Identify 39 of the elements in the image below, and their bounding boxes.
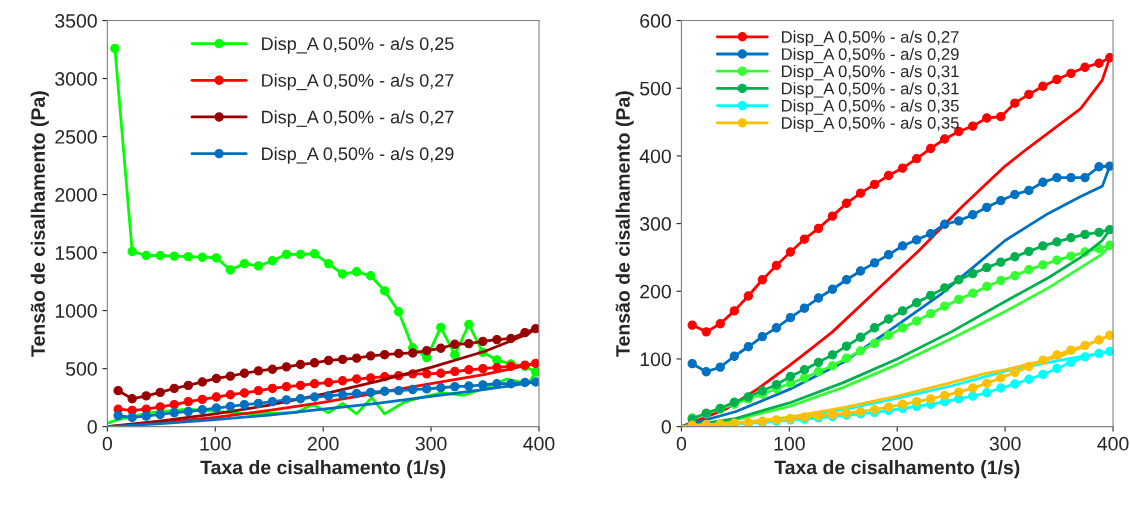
y-axis-title: Tensão de cisalhamento (Pa)	[30, 91, 49, 357]
x-axis-title: Taxa de cisalhamento (1/s)	[774, 460, 1020, 479]
legend-label: Disp_A 0,50% - a/s 0,35	[782, 99, 959, 115]
y-tick-label: 1000	[55, 304, 97, 318]
y-axis-title: Tensão de cisalhamento (Pa)	[615, 91, 634, 357]
y-tick-label: 100	[640, 352, 671, 367]
legend-label: Disp_A 0,50% - a/s 0,35	[782, 116, 959, 133]
y-tick-label: 3000	[55, 72, 97, 86]
y-tick-label: 2000	[55, 188, 97, 202]
y-tick-label: 500	[65, 362, 97, 376]
legend-label: Disp_A 0,50% - a/s 0,27	[262, 110, 454, 128]
y-tick-label: 3500	[55, 14, 97, 28]
legend-label: Disp_A 0,50% - a/s 0,31	[782, 82, 959, 98]
y-tick-label: 600	[640, 14, 671, 28]
y-tick-label: 0	[87, 420, 97, 434]
y-tick-label: 1500	[55, 246, 97, 260]
x-tick-label: 400	[523, 436, 555, 451]
legend-label: Disp_A 0,50% - a/s 0,31	[782, 64, 959, 81]
y-tick-label: 400	[639, 149, 671, 164]
x-tick-label: 200	[881, 436, 913, 451]
x-tick-label: 200	[307, 436, 339, 451]
y-tick-label: 300	[640, 217, 671, 231]
x-tick-label: 300	[415, 436, 447, 451]
x-tick-label: 400	[1097, 436, 1129, 451]
y-tick-label: 200	[640, 284, 671, 299]
legend-label: Disp_A 0,50% - a/s 0,25	[262, 36, 454, 54]
x-tick-label: 100	[200, 436, 231, 451]
y-tick-label: 500	[640, 81, 671, 96]
legend-label: Disp_A 0,50% - a/s 0,27	[782, 30, 959, 47]
y-tick-label: 2500	[55, 130, 97, 144]
x-tick-label: 300	[989, 436, 1021, 451]
legend-label: Disp_A 0,50% - a/s 0,29	[782, 47, 959, 64]
x-tick-label: 0	[676, 436, 687, 451]
legend-label: Disp_A 0,50% - a/s 0,29	[262, 146, 454, 164]
legend-label: Disp_A 0,50% - a/s 0,27	[262, 73, 454, 91]
y-tick-label: 0	[661, 420, 671, 434]
x-axis-title: Taxa de cisalhamento (1/s)	[200, 460, 446, 479]
x-tick-label: 100	[774, 436, 805, 451]
x-tick-label: 0	[102, 436, 112, 451]
